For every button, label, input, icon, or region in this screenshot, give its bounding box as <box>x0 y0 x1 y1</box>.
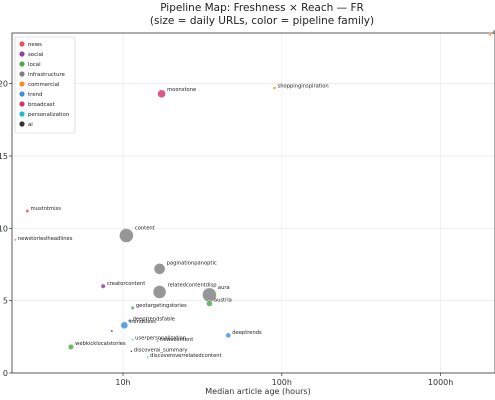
y-tick-label: 20 <box>0 80 8 89</box>
point-social <box>100 283 106 289</box>
point-label: content <box>135 226 155 232</box>
point-label: discoveroverrelatedcontent <box>150 353 221 359</box>
legend-marker <box>19 41 25 47</box>
y-tick-label: 0 <box>3 369 8 378</box>
point-local <box>130 305 135 310</box>
plot-frame <box>11 32 495 374</box>
y-tick-label: 15 <box>0 152 8 161</box>
point-social <box>110 329 114 333</box>
y-tick-label: 5 <box>3 297 8 306</box>
x-tick-label: 100h <box>272 378 292 387</box>
legend-marker <box>19 111 25 117</box>
point-label: aura <box>218 285 230 291</box>
point-ai <box>130 350 133 353</box>
legend-marker <box>19 121 25 127</box>
point-label: newscontent <box>160 337 193 343</box>
legend: news social local infrastructure commercial t… <box>14 36 76 134</box>
legend-label: trend <box>28 92 42 98</box>
legend-marker <box>19 51 25 57</box>
point-label: austria <box>214 298 232 304</box>
legend-label: social <box>28 52 43 58</box>
point-labels: feed moonstone shoppinginspiration mustntmi… <box>18 30 495 359</box>
legend-label: broadcast <box>28 102 55 108</box>
point-local <box>206 300 213 307</box>
data-points <box>14 32 492 359</box>
point-personalization <box>131 338 134 341</box>
point-news <box>14 238 17 242</box>
y-tick-label: 10 <box>0 224 8 233</box>
grid <box>12 33 495 374</box>
legend-label: news <box>28 42 42 48</box>
point-label: deeptrendsfable <box>133 316 175 322</box>
point-broadcast <box>157 89 166 98</box>
point-label: paginationpanoptic <box>167 260 217 266</box>
legend-label: commercial <box>28 82 59 88</box>
point-label: moonstone <box>167 87 196 93</box>
point-infrastructure <box>153 263 166 275</box>
legend-marker <box>19 71 25 77</box>
point-label: mustntmiss <box>31 206 62 212</box>
chart-title: Pipeline Map: Freshness × Reach — FR <box>160 2 364 14</box>
legend-label: personalization <box>28 112 69 118</box>
point-personalization <box>146 355 149 359</box>
legend-label: ai <box>28 122 33 128</box>
point-commercial <box>488 32 492 37</box>
legend-marker <box>19 61 25 67</box>
point-infrastructure <box>119 228 134 243</box>
point-label: userpersonalization <box>135 336 186 342</box>
legend-label: local <box>28 62 41 68</box>
point-commercial <box>272 86 277 90</box>
point-label: feed <box>493 30 495 36</box>
point-infrastructure <box>156 339 159 343</box>
legend-marker <box>19 81 25 87</box>
point-news <box>25 209 30 213</box>
point-label: webkicklocalstories <box>75 341 126 347</box>
point-label: relatedcontentdisp <box>168 282 218 288</box>
point-trend <box>225 332 231 339</box>
point-label: discoverai_summary <box>134 347 188 353</box>
x-tick-label: 1000h <box>428 378 453 387</box>
axis-ticks: 10h 100h 1000h 0 5 10 15 20 <box>0 80 453 387</box>
x-axis-label: Median article age (hours) <box>205 387 310 396</box>
point-local <box>67 344 74 350</box>
legend-marker <box>19 91 25 97</box>
point-label: trendsless <box>129 319 156 325</box>
point-label: shoppinginspiration <box>278 83 329 89</box>
chart-subtitle: (size = daily URLs, color = pipeline fam… <box>150 15 374 27</box>
x-tick-label: 10h <box>115 378 130 387</box>
point-trend <box>127 319 132 323</box>
point-infrastructure <box>152 285 167 299</box>
legend-box <box>14 36 76 134</box>
legend-marker <box>19 101 25 107</box>
point-label: deeptrends <box>232 330 262 336</box>
point-trend <box>120 321 129 329</box>
point-label: geotargetingstories <box>136 303 187 309</box>
point-label: creatorcontent <box>107 281 145 287</box>
point-label: newstorieslheadlines <box>18 236 73 242</box>
legend-label: infrastructure <box>28 72 65 78</box>
